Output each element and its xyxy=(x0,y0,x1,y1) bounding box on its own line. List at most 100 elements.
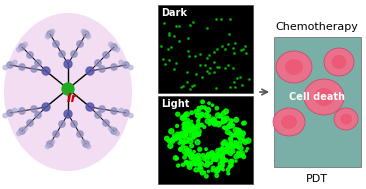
Point xyxy=(219,147,225,150)
Point xyxy=(191,157,197,160)
Text: Ir: Ir xyxy=(67,91,77,105)
Point xyxy=(192,161,198,164)
Point xyxy=(180,145,186,148)
Point xyxy=(228,164,234,167)
Point xyxy=(232,41,238,44)
Point xyxy=(196,158,202,161)
Point xyxy=(205,120,210,123)
Point xyxy=(175,113,181,116)
Point xyxy=(189,111,195,114)
Point xyxy=(206,153,212,156)
Point xyxy=(191,136,197,139)
Point xyxy=(195,154,201,157)
Circle shape xyxy=(23,126,27,131)
Circle shape xyxy=(53,131,59,137)
Point xyxy=(197,166,203,169)
Point xyxy=(203,175,209,178)
Point xyxy=(192,158,198,161)
Point xyxy=(169,138,175,141)
Point xyxy=(229,124,235,127)
Circle shape xyxy=(12,60,17,65)
Point xyxy=(173,156,179,159)
Point xyxy=(230,150,236,153)
Point xyxy=(230,46,236,49)
Point xyxy=(235,143,240,146)
Bar xyxy=(274,37,361,167)
Circle shape xyxy=(99,66,105,72)
Point xyxy=(215,154,221,157)
Point xyxy=(180,134,186,137)
Point xyxy=(195,125,201,128)
Point xyxy=(238,139,244,142)
Point xyxy=(225,151,231,154)
Circle shape xyxy=(86,103,94,111)
Point xyxy=(232,86,238,89)
Point xyxy=(214,107,220,110)
Point xyxy=(217,115,223,118)
Point xyxy=(171,137,177,140)
Point xyxy=(205,155,210,158)
Point xyxy=(221,159,227,162)
Point xyxy=(209,120,214,123)
Point xyxy=(212,156,218,159)
Point xyxy=(185,124,191,127)
Point xyxy=(212,121,218,124)
Point xyxy=(207,67,213,70)
Point xyxy=(231,146,236,149)
Point xyxy=(209,169,215,172)
Point xyxy=(191,129,197,132)
Point xyxy=(206,116,212,119)
Point xyxy=(220,150,226,153)
Circle shape xyxy=(45,144,50,149)
Circle shape xyxy=(86,67,94,75)
Point xyxy=(206,54,212,57)
Point xyxy=(187,55,193,58)
Point xyxy=(209,119,215,122)
Point xyxy=(229,119,235,122)
Point xyxy=(173,62,179,65)
Point xyxy=(191,150,197,153)
Point xyxy=(222,66,228,69)
Point xyxy=(218,17,224,20)
Point xyxy=(206,154,212,157)
Point xyxy=(219,166,224,169)
Point xyxy=(197,164,202,167)
Point xyxy=(240,132,246,135)
Point xyxy=(206,102,212,105)
Point xyxy=(221,112,227,115)
Point xyxy=(222,126,228,129)
Circle shape xyxy=(128,65,133,70)
Point xyxy=(204,112,210,115)
Point xyxy=(246,78,252,81)
Point xyxy=(215,170,221,173)
Point xyxy=(193,126,199,129)
Circle shape xyxy=(19,128,25,134)
Ellipse shape xyxy=(324,48,354,76)
Point xyxy=(235,151,241,154)
Point xyxy=(210,157,216,160)
Point xyxy=(199,162,205,165)
Point xyxy=(193,168,199,171)
Point xyxy=(196,113,202,116)
Point xyxy=(215,168,221,171)
Point xyxy=(225,145,231,148)
Circle shape xyxy=(42,103,50,111)
Point xyxy=(222,120,228,123)
Circle shape xyxy=(71,121,77,127)
Point xyxy=(188,133,194,136)
FancyArrowPatch shape xyxy=(260,89,267,95)
Point xyxy=(203,114,209,117)
Point xyxy=(183,147,189,150)
Point xyxy=(219,149,224,153)
Point xyxy=(188,153,194,156)
Ellipse shape xyxy=(4,13,132,171)
Point xyxy=(173,137,179,140)
Point xyxy=(210,167,216,170)
Point xyxy=(206,114,212,117)
Point xyxy=(223,159,229,162)
Point xyxy=(193,73,199,76)
Point xyxy=(176,142,182,145)
Circle shape xyxy=(50,139,55,144)
Point xyxy=(218,115,224,118)
Point xyxy=(214,66,220,69)
